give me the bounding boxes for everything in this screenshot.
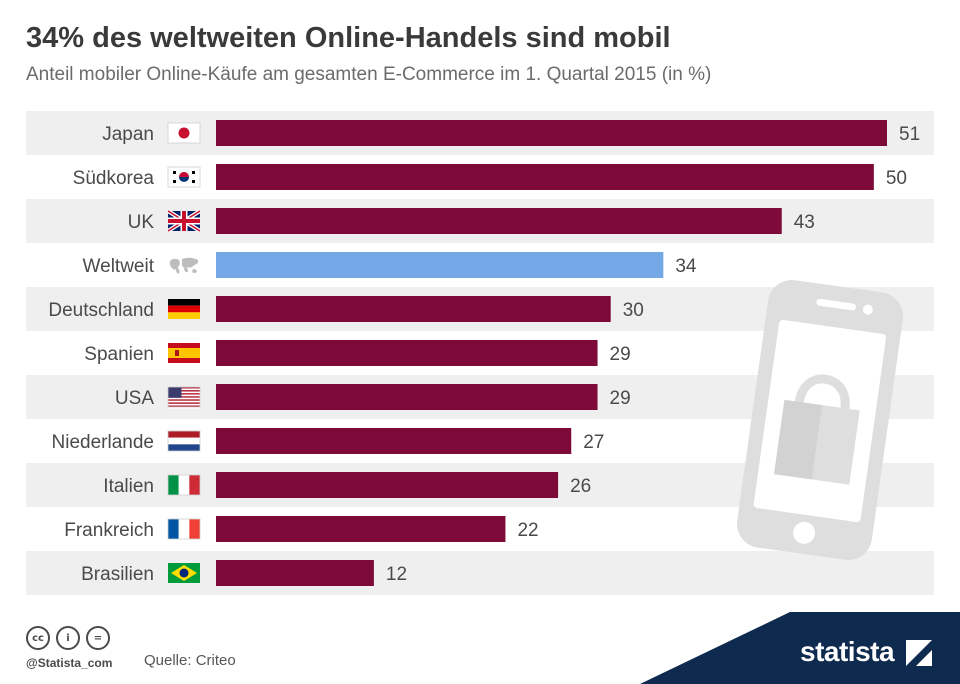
bar-uk	[216, 208, 782, 234]
cc-license-icon: cc	[26, 626, 50, 650]
value-label: 27	[583, 432, 604, 453]
chart-subtitle: Anteil mobiler Online-Käufe am gesamten …	[26, 64, 712, 85]
value-label: 50	[886, 168, 907, 189]
bar-weltweit	[216, 252, 664, 278]
bar-spanien	[216, 340, 598, 366]
value-label: 29	[610, 388, 631, 409]
bar-niederlande	[216, 428, 572, 454]
category-label: Brasilien	[81, 564, 154, 585]
brazil-flag-icon	[168, 563, 200, 583]
category-label: UK	[128, 212, 155, 233]
uk-flag-icon	[166, 209, 202, 233]
category-label: Italien	[103, 476, 154, 497]
category-label: Südkorea	[73, 168, 155, 189]
value-label: 12	[386, 564, 407, 585]
smartphone-shopping-bag-icon	[736, 279, 904, 561]
germany-flag-icon	[168, 299, 200, 319]
bar-deutschland	[216, 296, 611, 322]
no-derivatives-icon: =	[86, 626, 110, 650]
value-label: 29	[610, 344, 631, 365]
source-note: Quelle: Criteo	[144, 652, 236, 669]
category-label: USA	[115, 388, 154, 409]
value-label: 30	[623, 300, 644, 321]
value-label: 43	[794, 212, 815, 233]
license-icons: cc i =	[26, 626, 110, 650]
japan-flag-icon	[167, 122, 201, 144]
south-korea-flag-icon	[167, 166, 201, 188]
brand-band	[640, 612, 960, 684]
france-flag-icon	[167, 518, 201, 540]
netherlands-flag-icon	[167, 430, 201, 452]
statista-logo: statista	[800, 636, 895, 667]
attribution-icon: i	[56, 626, 80, 650]
category-label: Spanien	[84, 344, 154, 365]
statista-logo-mark	[906, 640, 932, 666]
usa-flag-icon	[167, 386, 201, 409]
chart-title: 34% des weltweiten Online-Handels sind m…	[26, 22, 671, 54]
bar-südkorea	[216, 164, 874, 190]
bar-frankreich	[216, 516, 506, 542]
bar-usa	[216, 384, 598, 410]
value-label: 26	[570, 476, 591, 497]
bar-brasilien	[216, 560, 374, 586]
spain-flag-icon	[168, 343, 200, 363]
bar-italien	[216, 472, 559, 498]
italy-flag-icon	[167, 474, 201, 496]
category-label: Frankreich	[64, 520, 154, 541]
bar-japan	[216, 120, 887, 146]
category-label: Weltweit	[83, 256, 155, 277]
category-label: Niederlande	[52, 432, 154, 453]
value-label: 34	[675, 256, 697, 277]
statista-handle: @Statista_com	[26, 656, 113, 670]
category-label: Deutschland	[48, 300, 154, 321]
row-stripe	[26, 551, 934, 595]
world-map-icon	[169, 257, 199, 274]
value-label: 22	[517, 520, 538, 541]
value-label: 51	[899, 124, 920, 145]
category-label: Japan	[102, 124, 154, 145]
